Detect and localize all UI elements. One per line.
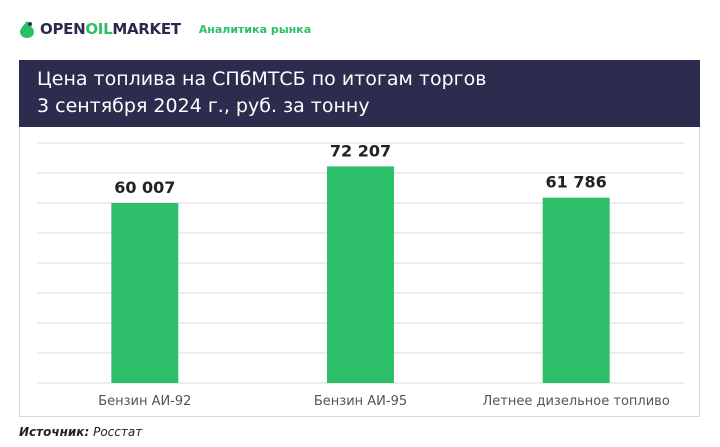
bar <box>111 202 179 383</box>
chart-panel: 60 007 Бензин АИ-92 72 207 Бензин АИ-95 61 7… <box>19 127 700 417</box>
bar-chart: 60 007 Бензин АИ-92 72 207 Бензин АИ-95 61 7… <box>37 141 684 409</box>
bar <box>542 197 610 383</box>
source-note: Источник: Росстат <box>19 425 142 439</box>
logo-oil: OIL <box>85 20 113 38</box>
data-label: 60 007 <box>114 178 175 197</box>
tagline: Аналитика рынка <box>198 22 312 36</box>
data-label: 72 207 <box>330 141 391 160</box>
chart-title-line-1: Цена топлива на СПбМТСБ по итогам торгов <box>37 68 487 90</box>
category-label: Летнее дизельное топливо <box>483 394 670 409</box>
source-value: Росстат <box>93 425 143 439</box>
logo-open: OPEN <box>40 20 86 38</box>
category-label: Бензин АИ-95 <box>314 394 407 409</box>
source-label: Источник: <box>19 425 90 439</box>
logo-market: MARKET <box>112 20 181 38</box>
chart-title-line-2: 3 сентября 2024 г., руб. за тонну <box>37 95 370 117</box>
chart-title-banner: Цена топлива на СПбМТСБ по итогам торгов… <box>19 60 700 127</box>
bar <box>327 166 394 383</box>
oil-drop-icon <box>20 21 34 38</box>
category-label: Бензин АИ-92 <box>98 394 191 409</box>
brand-header: OPENOILMARKET Аналитика рынка <box>18 16 311 42</box>
brand-logo: OPENOILMARKET <box>40 20 181 38</box>
data-label: 61 786 <box>546 173 607 192</box>
